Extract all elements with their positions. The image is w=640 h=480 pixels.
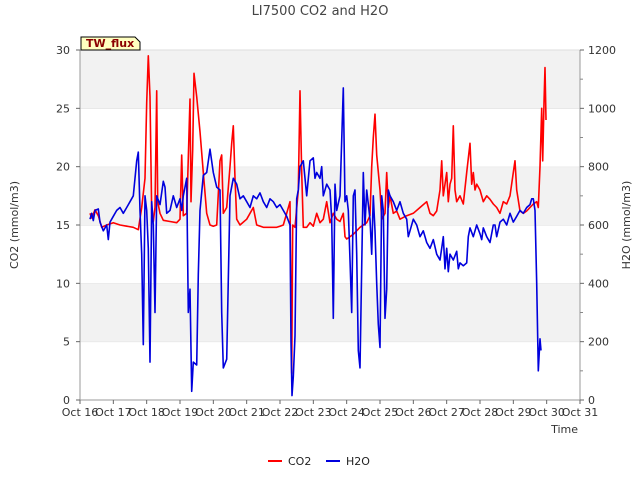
left-tick-label: 15: [56, 219, 70, 232]
right-tick-label: 800: [588, 161, 609, 174]
x-tick-label: Oct 16: [62, 406, 99, 419]
left-tick-label: 30: [56, 44, 70, 57]
x-tick-label: Oct 31: [562, 406, 599, 419]
left-tick-label: 20: [56, 161, 70, 174]
site-badge: TW_flux: [80, 36, 141, 51]
x-tick-label: Oct 22: [262, 406, 299, 419]
x-tick-label: Oct 23: [295, 406, 332, 419]
right-tick-label: 0: [588, 394, 595, 407]
grid-band: [80, 108, 580, 167]
x-tick-label: Oct 19: [162, 406, 199, 419]
x-tick-label: Oct 28: [462, 406, 499, 419]
left-tick-label: 25: [56, 102, 70, 115]
left-tick-label: 0: [63, 394, 70, 407]
right-tick-label: 1200: [588, 44, 616, 57]
legend-label-co2: CO2: [288, 455, 311, 468]
grid-band: [80, 341, 580, 400]
plot-area: [89, 54, 547, 397]
x-tick-label: Oct 26: [395, 406, 432, 419]
left-tick-label: 10: [56, 277, 70, 290]
x-tick-label: Oct 29: [495, 406, 532, 419]
x-axis-title: Time: [550, 423, 578, 436]
x-tick-label: Oct 25: [362, 406, 399, 419]
right-axis-title: H2O (mmol/m3): [620, 181, 633, 270]
legend-label-h2o: H2O: [346, 455, 370, 468]
x-tick-label: Oct 27: [428, 406, 465, 419]
x-tick-label: Oct 30: [528, 406, 565, 419]
right-tick-label: 400: [588, 277, 609, 290]
left-tick-label: 5: [63, 336, 70, 349]
chart-title: LI7500 CO2 and H2O: [252, 4, 389, 19]
right-tick-label: 600: [588, 219, 609, 232]
x-tick-label: Oct 21: [228, 406, 265, 419]
x-tick-label: Oct 18: [128, 406, 165, 419]
x-tick-label: Oct 17: [95, 406, 132, 419]
grid-band: [80, 283, 580, 342]
grid-band: [80, 50, 580, 109]
series-line-co2: [89, 54, 547, 375]
grid-bands: [80, 49, 580, 400]
series-line-h2o: [89, 87, 542, 397]
x-tick-label: Oct 20: [195, 406, 232, 419]
x-tick-label: Oct 24: [328, 406, 365, 419]
right-tick-label: 1000: [588, 102, 616, 115]
site-badge-label: TW_flux: [86, 37, 134, 50]
legend: CO2 H2O: [268, 455, 370, 468]
left-axis-title: CO2 (mmol/m3): [8, 181, 21, 269]
right-tick-label: 200: [588, 336, 609, 349]
